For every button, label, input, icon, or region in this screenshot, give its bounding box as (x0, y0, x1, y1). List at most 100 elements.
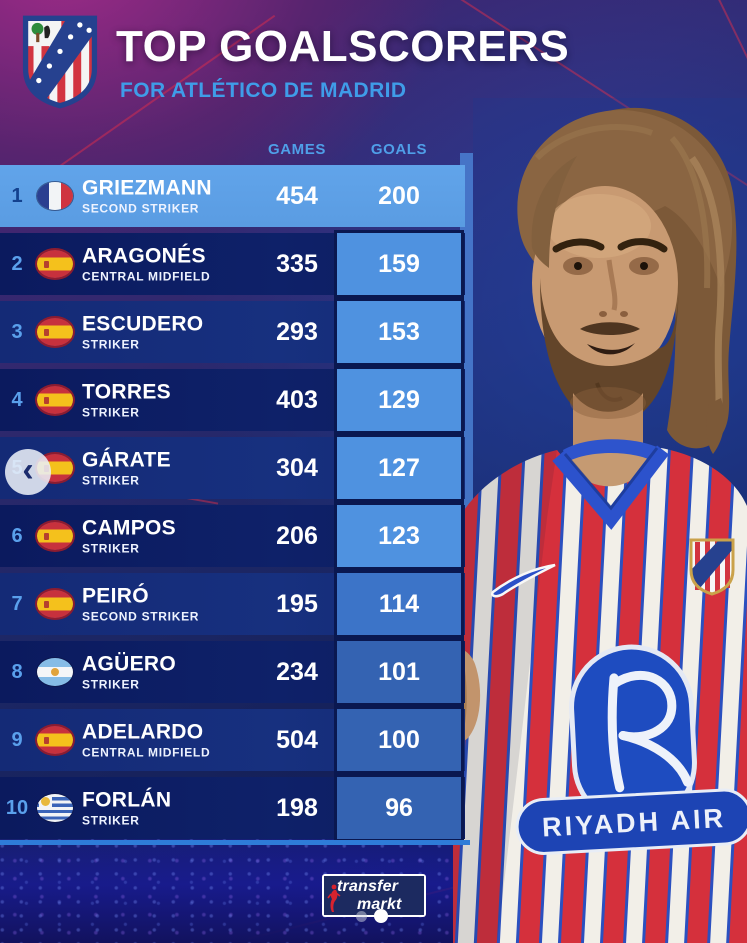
goals-value: 200 (378, 181, 420, 210)
table-row: 2 ARAGONÉS CENTRAL MIDFIELD 335 159 (0, 230, 465, 298)
transfermarkt-logo: transfer markt (322, 874, 426, 917)
carousel-dot[interactable] (356, 910, 367, 922)
nationality-flag-icon (37, 658, 73, 686)
rank-number: 6 (11, 524, 23, 547)
player-name: ESCUDERO (82, 312, 204, 336)
chevron-left-icon: ‹ (22, 450, 34, 489)
carousel-dots (356, 909, 388, 923)
games-value: 206 (276, 521, 318, 550)
nationality-flag-icon (37, 522, 73, 550)
column-header-goals: GOALS (370, 141, 428, 158)
nationality-flag-icon (37, 250, 73, 278)
goals-value: 100 (378, 725, 420, 754)
player-position: CENTRAL MIDFIELD (82, 745, 211, 760)
goals-cell: 114 (334, 570, 464, 638)
jersey-club-crest-icon (689, 538, 735, 596)
goals-value: 123 (378, 521, 420, 550)
goals-value: 129 (378, 385, 420, 414)
player-position: STRIKER (82, 473, 140, 488)
logo-text-line2: markt (357, 896, 402, 913)
nationality-flag-icon (37, 590, 73, 618)
page-subtitle: FOR ATLÉTICO DE MADRID (120, 79, 407, 102)
player-position: STRIKER (82, 677, 140, 692)
games-value: 335 (276, 249, 318, 278)
column-header-games: GAMES (267, 141, 326, 158)
nationality-flag-icon (37, 318, 73, 346)
rank-number: 10 (5, 796, 29, 819)
goals-cell: 127 (334, 434, 464, 502)
player-position: STRIKER (82, 405, 140, 420)
goals-cell: 96 (334, 774, 464, 842)
table-row: 9 ADELARDO CENTRAL MIDFIELD 504 100 (0, 706, 465, 774)
riyadh-air-emblem-icon (569, 644, 697, 826)
goals-cell: 100 (334, 706, 464, 774)
table-row: 8 AGÜERO STRIKER 234 101 (0, 638, 465, 706)
table-row: 7 PEIRÓ SECOND STRIKER 195 114 (0, 570, 465, 638)
logo-text-line1: transfer (337, 878, 399, 895)
table-row: 4 TORRES STRIKER 403 129 (0, 366, 465, 434)
nationality-flag-icon (37, 386, 73, 414)
player-position: CENTRAL MIDFIELD (82, 269, 211, 284)
goals-cell: 101 (334, 638, 464, 706)
table-row: 6 CAMPOS STRIKER 206 123 (0, 502, 465, 570)
page-title: TOP GOALSCORERS (116, 22, 570, 71)
table-row: 5 GÁRATE STRIKER 304 127 (0, 434, 465, 502)
player-position: SECOND STRIKER (82, 201, 200, 216)
rank-number: 8 (11, 660, 23, 683)
transfermarkt-player-icon (327, 884, 341, 912)
table-row: 3 ESCUDERO STRIKER 293 153 (0, 298, 465, 366)
games-value: 504 (276, 725, 318, 754)
player-name: CAMPOS (82, 516, 176, 540)
goals-cell: 200 (334, 165, 464, 227)
player-name: ARAGONÉS (82, 244, 206, 268)
nationality-flag-icon (37, 182, 73, 210)
goals-cell: 153 (334, 298, 464, 366)
player-position: STRIKER (82, 541, 140, 556)
player-name: FORLÁN (82, 788, 172, 812)
table-underline (0, 840, 470, 845)
rank-number: 3 (11, 320, 23, 343)
games-value: 454 (276, 181, 318, 210)
games-value: 198 (276, 793, 318, 822)
games-value: 403 (276, 385, 318, 414)
goals-value: 153 (378, 317, 420, 346)
player-name: AGÜERO (82, 652, 176, 676)
goals-cell: 123 (334, 502, 464, 570)
player-name: GRIEZMANN (82, 176, 212, 200)
games-value: 304 (276, 453, 318, 482)
carousel-dot[interactable] (374, 909, 388, 923)
nationality-flag-icon (37, 794, 73, 822)
rank-number: 7 (11, 592, 23, 615)
table-row: 10 FORLÁN STRIKER 198 96 (0, 774, 465, 842)
goals-cell: 129 (334, 366, 464, 434)
player-position: SECOND STRIKER (82, 609, 200, 624)
player-photo: RIYADH AIR (438, 98, 747, 943)
games-value: 195 (276, 589, 318, 618)
player-name: PEIRÓ (82, 584, 149, 608)
jersey-sponsor-pill: RIYADH AIR (515, 788, 747, 855)
goals-value: 96 (385, 793, 413, 822)
rank-number: 2 (11, 252, 23, 275)
player-name: TORRES (82, 380, 171, 404)
goals-value: 101 (378, 657, 420, 686)
player-position: STRIKER (82, 337, 140, 352)
carousel-prev-button[interactable]: ‹ (5, 449, 51, 495)
goals-cell: 159 (334, 230, 464, 298)
goals-value: 159 (378, 249, 420, 278)
player-name: ADELARDO (82, 720, 204, 744)
rank-number: 1 (11, 184, 23, 207)
table-row: 1 GRIEZMANN SECOND STRIKER 454 200 (0, 165, 465, 227)
player-name: GÁRATE (82, 448, 171, 472)
games-value: 234 (276, 657, 318, 686)
player-position: STRIKER (82, 813, 140, 828)
rank-number: 9 (11, 728, 23, 751)
nationality-flag-icon (37, 726, 73, 754)
goals-value: 114 (378, 589, 420, 618)
goalscorers-table: 1 GRIEZMANN SECOND STRIKER 454 200 2 ARA… (0, 165, 465, 842)
games-value: 293 (276, 317, 318, 346)
nike-swoosh-icon (491, 563, 556, 598)
rank-number: 4 (11, 388, 23, 411)
goals-value: 127 (378, 453, 420, 482)
atletico-madrid-crest-logo (22, 15, 98, 109)
